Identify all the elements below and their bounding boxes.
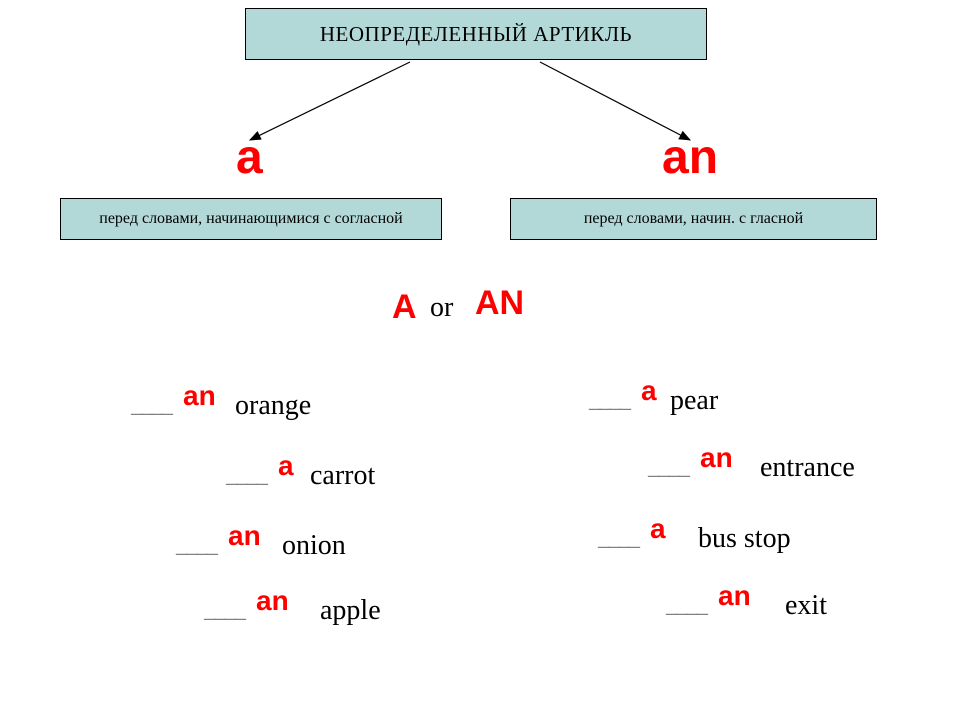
rule-text-consonant: перед словами, начинающимися с согласной bbox=[99, 210, 402, 228]
example-word: pear bbox=[670, 385, 718, 417]
question-or: or bbox=[430, 292, 453, 324]
blank-line: ____ bbox=[226, 462, 266, 489]
title-box: НЕОПРЕДЕЛЕННЫЙ АРТИКЛЬ bbox=[245, 8, 707, 60]
arrow-right bbox=[540, 62, 690, 140]
example-article: a bbox=[650, 513, 666, 545]
example-word: carrot bbox=[310, 460, 375, 492]
blank-line: ____ bbox=[176, 532, 216, 559]
blank-line: ____ bbox=[131, 392, 171, 419]
example-word: entrance bbox=[760, 452, 855, 484]
example-article: an bbox=[700, 442, 733, 474]
example-word: bus stop bbox=[698, 523, 791, 555]
example-word: exit bbox=[785, 590, 827, 622]
rule-text-vowel: перед словами, начин. с гласной bbox=[584, 210, 803, 228]
blank-line: ____ bbox=[648, 454, 688, 481]
branch-article-an: an bbox=[662, 130, 718, 185]
title-text: НЕОПРЕДЕЛЕННЫЙ АРТИКЛЬ bbox=[320, 22, 632, 47]
branch-article-a: a bbox=[236, 130, 263, 185]
arrow-left bbox=[250, 62, 410, 140]
rule-box-consonant: перед словами, начинающимися с согласной bbox=[60, 198, 442, 240]
blank-line: ____ bbox=[589, 387, 629, 414]
blank-line: ____ bbox=[204, 597, 244, 624]
blank-line: ____ bbox=[666, 592, 706, 619]
example-article: an bbox=[256, 585, 289, 617]
example-word: onion bbox=[282, 530, 346, 562]
example-article: an bbox=[228, 520, 261, 552]
rule-box-vowel: перед словами, начин. с гласной bbox=[510, 198, 877, 240]
example-article: a bbox=[278, 450, 294, 482]
example-article: a bbox=[641, 375, 657, 407]
question-a: A bbox=[392, 288, 417, 327]
example-word: apple bbox=[320, 595, 381, 627]
example-article: an bbox=[718, 580, 751, 612]
example-word: orange bbox=[235, 390, 311, 422]
question-an: AN bbox=[475, 284, 524, 323]
blank-line: ____ bbox=[598, 525, 638, 552]
example-article: an bbox=[183, 380, 216, 412]
